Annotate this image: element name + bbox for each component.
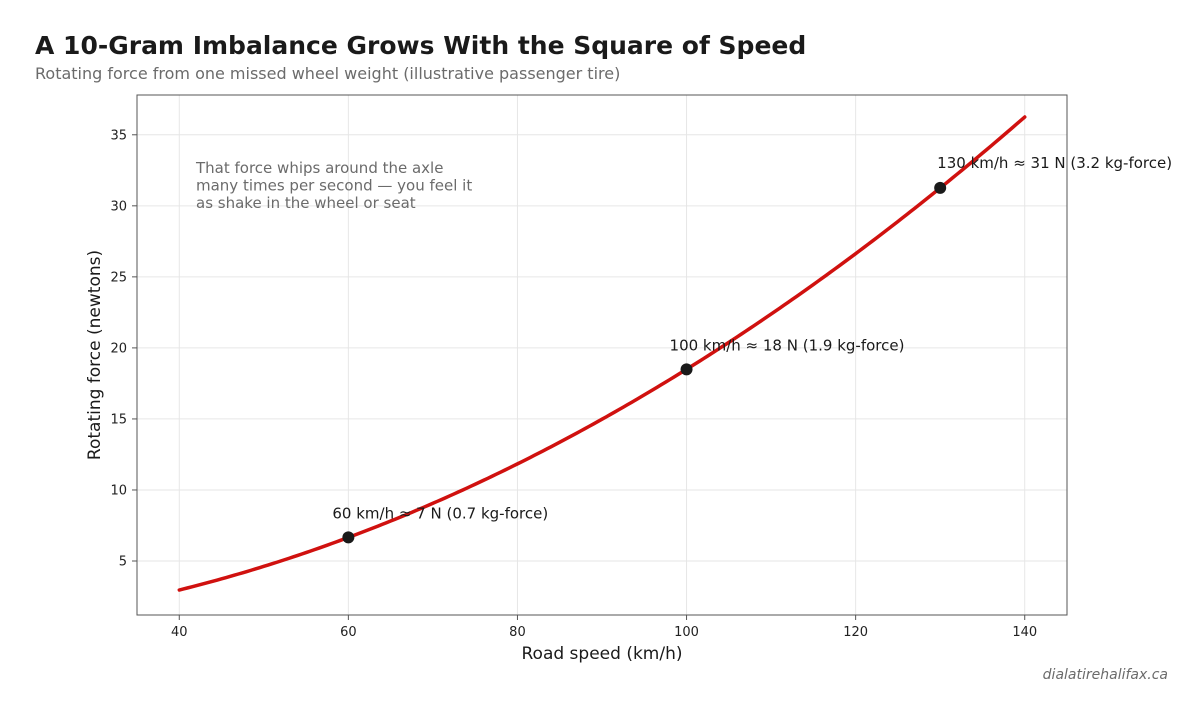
axis-ticks: 40 60 80 100 120 140 5 10 15 20 25 30 35: [110, 128, 1037, 640]
x-tick-label: 80: [509, 625, 526, 640]
y-axis-label: Rotating force (newtons): [85, 250, 105, 460]
x-axis-label: Road speed (km/h): [522, 644, 683, 664]
source-credit: dialatirehalifax.ca: [1042, 667, 1168, 683]
y-tick-label: 10: [110, 483, 127, 498]
data-point-marker: [934, 181, 947, 194]
data-point-label: 130 km/h ≈ 31 N (3.2 kg-force): [937, 154, 1172, 172]
x-tick-label: 140: [1012, 625, 1037, 640]
data-point-marker: [342, 531, 355, 544]
marker-layer: [342, 181, 947, 544]
annotation-note-line: many times per second — you feel it: [196, 177, 472, 195]
x-tick-label: 40: [171, 625, 188, 640]
y-tick-label: 35: [110, 128, 127, 143]
y-tick-label: 15: [110, 412, 127, 427]
x-tick-label: 120: [843, 625, 868, 640]
y-tick-label: 25: [110, 270, 127, 285]
y-tick-label: 5: [119, 555, 127, 570]
annotation-note-line: That force whips around the axle: [195, 159, 443, 177]
data-point-marker: [680, 363, 693, 376]
data-point-label: 60 km/h ≈ 7 N (0.7 kg-force): [332, 504, 548, 522]
y-tick-label: 30: [110, 199, 127, 214]
chart-title: A 10-Gram Imbalance Grows With the Squar…: [35, 31, 807, 60]
x-tick-label: 100: [674, 625, 699, 640]
annotation-note-line: as shake in the wheel or seat: [196, 194, 416, 212]
data-point-label: 100 km/h ≈ 18 N (1.9 kg-force): [670, 336, 905, 354]
plot-frame: [136, 94, 1068, 616]
y-tick-label: 20: [110, 341, 127, 356]
grid-lines: [137, 95, 1067, 615]
annotation-layer: 60 km/h ≈ 7 N (0.7 kg-force) 100 km/h ≈ 1…: [195, 154, 1172, 523]
series-layer: [177, 115, 1027, 592]
chart-subtitle: Rotating force from one missed wheel wei…: [35, 64, 621, 83]
force-curve: [177, 115, 1027, 592]
x-tick-label: 60: [340, 625, 357, 640]
